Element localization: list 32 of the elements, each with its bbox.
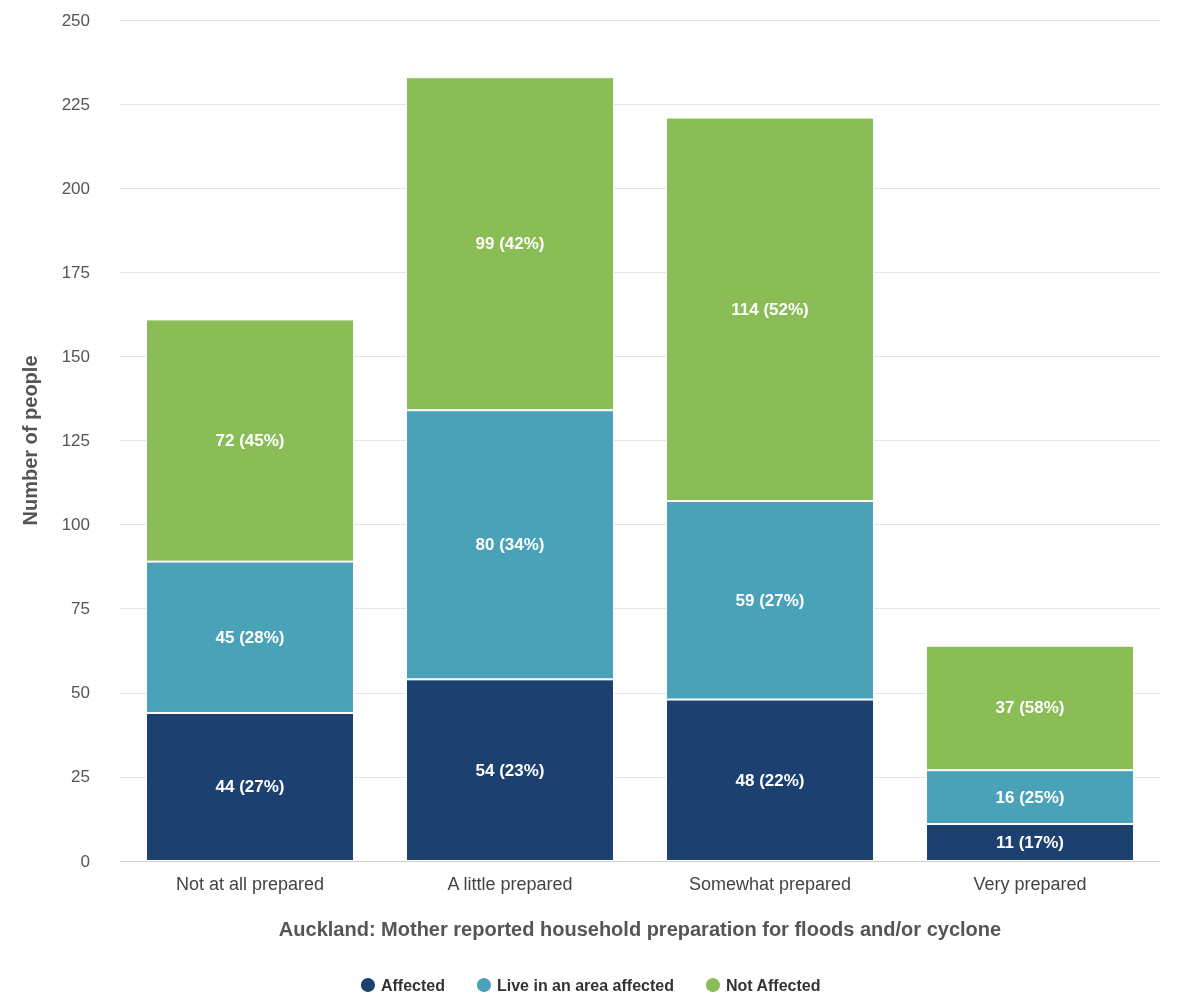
data-label: 54 (23%) (475, 760, 545, 780)
data-label: 11 (17%) (995, 833, 1065, 852)
y-axis-title: Number of people (19, 355, 41, 526)
y-tick-label: 0 (80, 851, 90, 871)
data-label: 80 (34%) (475, 535, 545, 555)
y-tick-label: 75 (71, 599, 90, 619)
data-label: 44 (27%) (215, 777, 285, 797)
x-tick-label: A little prepared (447, 874, 573, 894)
legend-label: Live in an area affected (496, 976, 674, 994)
data-label: 72 (45%) (215, 431, 285, 450)
data-label: 16 (25%) (995, 787, 1065, 807)
data-label: 114 (52%) (731, 299, 809, 319)
y-tick-label: 100 (61, 515, 90, 535)
y-tick-label: 250 (61, 10, 90, 30)
data-label: 59 (27%) (735, 590, 805, 610)
y-tick-label: 125 (61, 431, 90, 450)
data-label: 37 (58%) (995, 698, 1065, 718)
y-tick-label: 200 (61, 178, 90, 198)
y-tick-label: 50 (71, 683, 90, 703)
y-tick-label: 225 (61, 94, 90, 114)
y-tick-label: 25 (71, 767, 90, 787)
y-tick-label: 150 (61, 346, 90, 366)
x-axis-title: Auckland: Mother reported household preparation for floods and/or cyclone (278, 918, 1002, 940)
x-tick-label: Not at all prepared (175, 874, 325, 894)
data-label: 48 (22%) (735, 770, 805, 790)
legend-label: Not Affected (725, 976, 821, 994)
x-tick-label: Somewhat prepared (688, 874, 852, 894)
x-tick-label: Very prepared (973, 874, 1087, 894)
y-tick-label: 175 (61, 262, 90, 282)
data-label: 99 (42%) (475, 234, 545, 254)
data-label: 45 (28%) (215, 627, 285, 647)
legend-label: Affected (380, 976, 445, 994)
